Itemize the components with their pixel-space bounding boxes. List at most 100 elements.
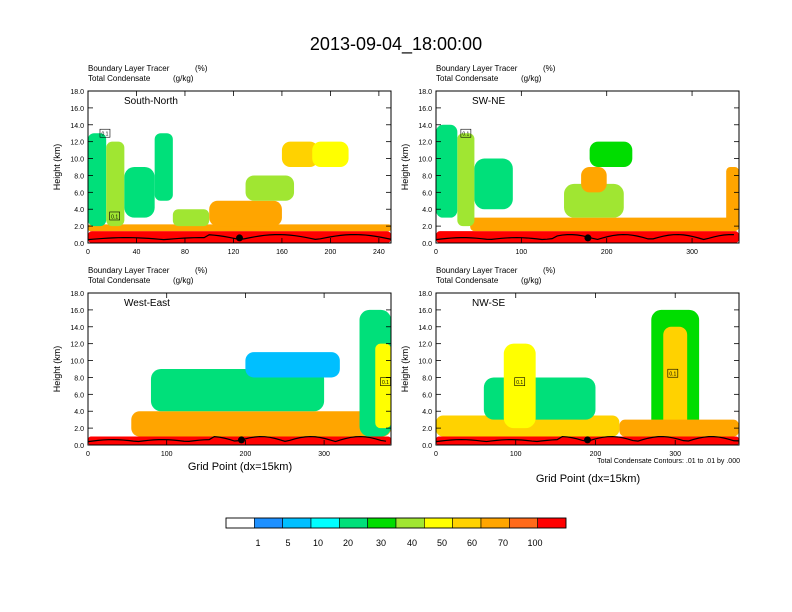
y-tick-label: 4.0 bbox=[422, 409, 432, 416]
colorbar-label: 20 bbox=[343, 538, 353, 548]
colorbar-label: 10 bbox=[313, 538, 323, 548]
y-tick-label: 14.0 bbox=[70, 325, 84, 332]
y-tick-label: 8.0 bbox=[74, 375, 84, 382]
x-tick-label: 160 bbox=[276, 249, 288, 256]
location-marker bbox=[236, 234, 243, 242]
field-region bbox=[281, 141, 319, 167]
plot-frame bbox=[435, 292, 740, 446]
colorbar-label: 100 bbox=[527, 538, 542, 548]
x-tick-label: 200 bbox=[325, 249, 337, 256]
x-tick-label: 300 bbox=[318, 451, 330, 458]
panel-west-east: Boundary Layer Tracer (%) Total Condensate… bbox=[52, 266, 392, 458]
colorbar-label: 30 bbox=[376, 538, 386, 548]
x-tick-label: 100 bbox=[510, 451, 522, 458]
y-tick-label: 12.0 bbox=[418, 342, 432, 349]
y-tick-label: 10.0 bbox=[70, 359, 84, 366]
colorbar-segment bbox=[537, 517, 567, 529]
contour-label: 0.1 bbox=[101, 132, 108, 138]
subtitle-condensate-unit: (g/kg) bbox=[173, 276, 194, 285]
colorbar-label: 60 bbox=[467, 538, 477, 548]
field bbox=[436, 309, 739, 445]
y-axis-label: Height (km) bbox=[52, 346, 62, 393]
y-tick-label: 2.0 bbox=[74, 224, 84, 231]
colorbar-segment bbox=[339, 517, 368, 529]
field bbox=[436, 124, 739, 243]
colorbar-segment bbox=[367, 517, 397, 529]
field-region bbox=[470, 217, 739, 232]
contour-label-box bbox=[99, 128, 111, 138]
y-tick-label: 12.0 bbox=[70, 342, 84, 349]
field-region bbox=[131, 411, 391, 437]
contour-label: 0.1 bbox=[462, 132, 469, 138]
y-tick-label: 10.0 bbox=[70, 157, 84, 164]
location-marker bbox=[584, 436, 591, 444]
subtitle-tracer-unit: (%) bbox=[195, 266, 208, 275]
colorbar-frame bbox=[225, 517, 567, 529]
subtitle-condensate: Total Condensate bbox=[436, 74, 499, 83]
field-region bbox=[564, 183, 624, 218]
y-tick-label: 2.0 bbox=[422, 224, 432, 231]
subtitle-tracer-unit: (%) bbox=[195, 64, 208, 73]
y-tick-label: 0.0 bbox=[74, 443, 84, 450]
colorbar-segment bbox=[225, 517, 255, 529]
y-tick-label: 0.0 bbox=[74, 241, 84, 248]
colorbar-segment bbox=[452, 517, 482, 529]
x-tick-label: 0 bbox=[434, 249, 438, 256]
field-region bbox=[88, 133, 107, 227]
contour-note: Total Condensate Contours: .01 to .01 by… bbox=[597, 458, 740, 465]
y-axis-label: Height (km) bbox=[52, 144, 62, 191]
field bbox=[88, 309, 391, 445]
colorbar-label: 50 bbox=[437, 538, 447, 548]
y-tick-label: 8.0 bbox=[422, 173, 432, 180]
subtitle-tracer: Boundary Layer Tracer bbox=[436, 266, 518, 275]
subtitle-condensate-unit: (g/kg) bbox=[521, 74, 542, 83]
field-region bbox=[106, 141, 125, 227]
y-tick-label: 0.0 bbox=[422, 443, 432, 450]
x-tick-label: 200 bbox=[590, 451, 602, 458]
y-tick-label: 14.0 bbox=[70, 123, 84, 130]
y-tick-label: 10.0 bbox=[418, 157, 432, 164]
x-tick-label: 0 bbox=[86, 451, 90, 458]
subtitle-condensate: Total Condensate bbox=[88, 276, 151, 285]
figure-title: 2013-09-04_18:00:00 bbox=[310, 34, 482, 55]
field-region bbox=[150, 369, 325, 412]
contour-label-box bbox=[460, 128, 472, 138]
y-tick-label: 8.0 bbox=[422, 375, 432, 382]
contour-label-box bbox=[667, 368, 679, 378]
x-tick-label: 240 bbox=[373, 249, 385, 256]
subtitle-tracer-unit: (%) bbox=[543, 266, 556, 275]
subtitle-condensate: Total Condensate bbox=[88, 74, 151, 83]
field-region bbox=[154, 133, 173, 201]
y-tick-label: 2.0 bbox=[422, 426, 432, 433]
subtitle-tracer: Boundary Layer Tracer bbox=[88, 64, 170, 73]
field-region bbox=[589, 141, 633, 167]
x-tick-label: 300 bbox=[669, 451, 681, 458]
x-tick-label: 40 bbox=[133, 249, 141, 256]
field-region bbox=[474, 158, 513, 210]
x-tick-label: 200 bbox=[240, 451, 252, 458]
subtitle-tracer: Boundary Layer Tracer bbox=[88, 266, 170, 275]
y-tick-label: 12.0 bbox=[70, 140, 84, 147]
colorbar-segment bbox=[424, 517, 453, 529]
y-tick-label: 16.0 bbox=[70, 308, 84, 315]
y-tick-label: 6.0 bbox=[422, 190, 432, 197]
x-tick-label: 80 bbox=[181, 249, 189, 256]
field-region bbox=[209, 200, 282, 227]
y-tick-label: 18.0 bbox=[418, 89, 432, 96]
x-axis-title-right: Grid Point (dx=15km) bbox=[536, 473, 640, 485]
plot-frame bbox=[87, 292, 392, 446]
contour-label-box bbox=[380, 377, 391, 386]
field-region bbox=[245, 352, 340, 378]
field-region bbox=[436, 124, 458, 218]
subtitle-tracer-unit: (%) bbox=[543, 64, 556, 73]
contour-label: 0.1 bbox=[669, 372, 676, 378]
y-tick-label: 6.0 bbox=[74, 190, 84, 197]
location-marker bbox=[237, 436, 245, 444]
field-region bbox=[88, 224, 391, 232]
y-tick-label: 4.0 bbox=[422, 207, 432, 214]
terrain-line bbox=[88, 435, 387, 443]
y-tick-label: 12.0 bbox=[418, 140, 432, 147]
field-region bbox=[457, 133, 475, 227]
y-tick-label: 18.0 bbox=[418, 291, 432, 298]
y-tick-label: 18.0 bbox=[70, 291, 84, 298]
